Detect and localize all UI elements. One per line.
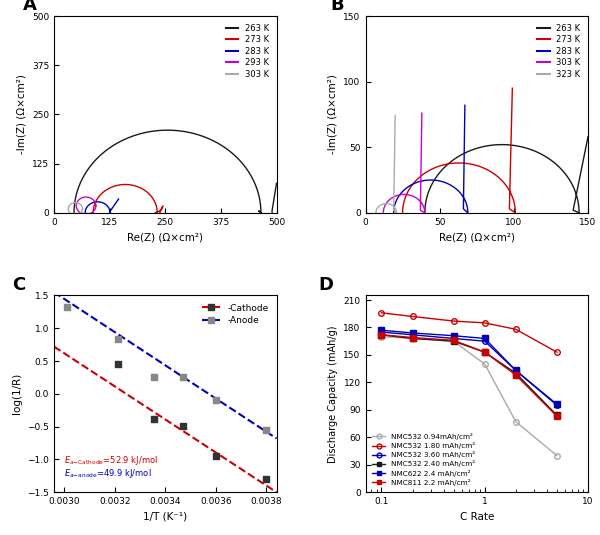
- Point: [149, 373, 158, 381]
- Text: B: B: [330, 0, 344, 14]
- Text: $\mathit{E}_{a\mathrm{-Cathode}}$=52.9 kJ/mol: $\mathit{E}_{a\mathrm{-Cathode}}$=52.9 k…: [64, 454, 158, 467]
- Legend: -Cathode, -Anode: -Cathode, -Anode: [198, 300, 272, 329]
- Point: [178, 373, 188, 381]
- Y-axis label: log(1/R): log(1/R): [12, 373, 22, 415]
- Y-axis label: Discharge Capacity (mAh/g): Discharge Capacity (mAh/g): [328, 325, 338, 463]
- X-axis label: 1/T (K⁻¹): 1/T (K⁻¹): [143, 511, 187, 522]
- Text: D: D: [319, 276, 334, 294]
- Text: C: C: [12, 276, 25, 294]
- Point: [211, 452, 221, 461]
- Point: [262, 426, 271, 434]
- Y-axis label: -Im(Z) (Ω×cm²): -Im(Z) (Ω×cm²): [328, 74, 338, 155]
- Text: A: A: [23, 0, 37, 14]
- Text: $\mathit{E}_{a\mathrm{-anode}}$=49.9 kJ/mol: $\mathit{E}_{a\mathrm{-anode}}$=49.9 kJ/…: [64, 467, 152, 480]
- Legend: 263 K, 273 K, 283 K, 303 K, 323 K: 263 K, 273 K, 283 K, 303 K, 323 K: [534, 20, 584, 82]
- Y-axis label: -Im(Z) (Ω×cm²): -Im(Z) (Ω×cm²): [16, 74, 26, 155]
- Legend: 263 K, 273 K, 283 K, 293 K, 303 K: 263 K, 273 K, 283 K, 293 K, 303 K: [223, 20, 272, 82]
- Legend: NMC532 0.94mAh/cm², NMC532 1.80 mAh/cm², NMC532 3.60 mAh/cm², NMC532 2.40 mAh/cm: NMC532 0.94mAh/cm², NMC532 1.80 mAh/cm²,…: [369, 430, 478, 488]
- X-axis label: Re(Z) (Ω×cm²): Re(Z) (Ω×cm²): [127, 232, 203, 242]
- X-axis label: Re(Z) (Ω×cm²): Re(Z) (Ω×cm²): [439, 232, 515, 242]
- Point: [62, 303, 71, 311]
- Point: [113, 334, 123, 343]
- Point: [113, 360, 123, 368]
- Point: [178, 422, 188, 430]
- X-axis label: C Rate: C Rate: [460, 511, 494, 522]
- Point: [211, 396, 221, 404]
- Point: [149, 415, 158, 423]
- Point: [262, 475, 271, 483]
